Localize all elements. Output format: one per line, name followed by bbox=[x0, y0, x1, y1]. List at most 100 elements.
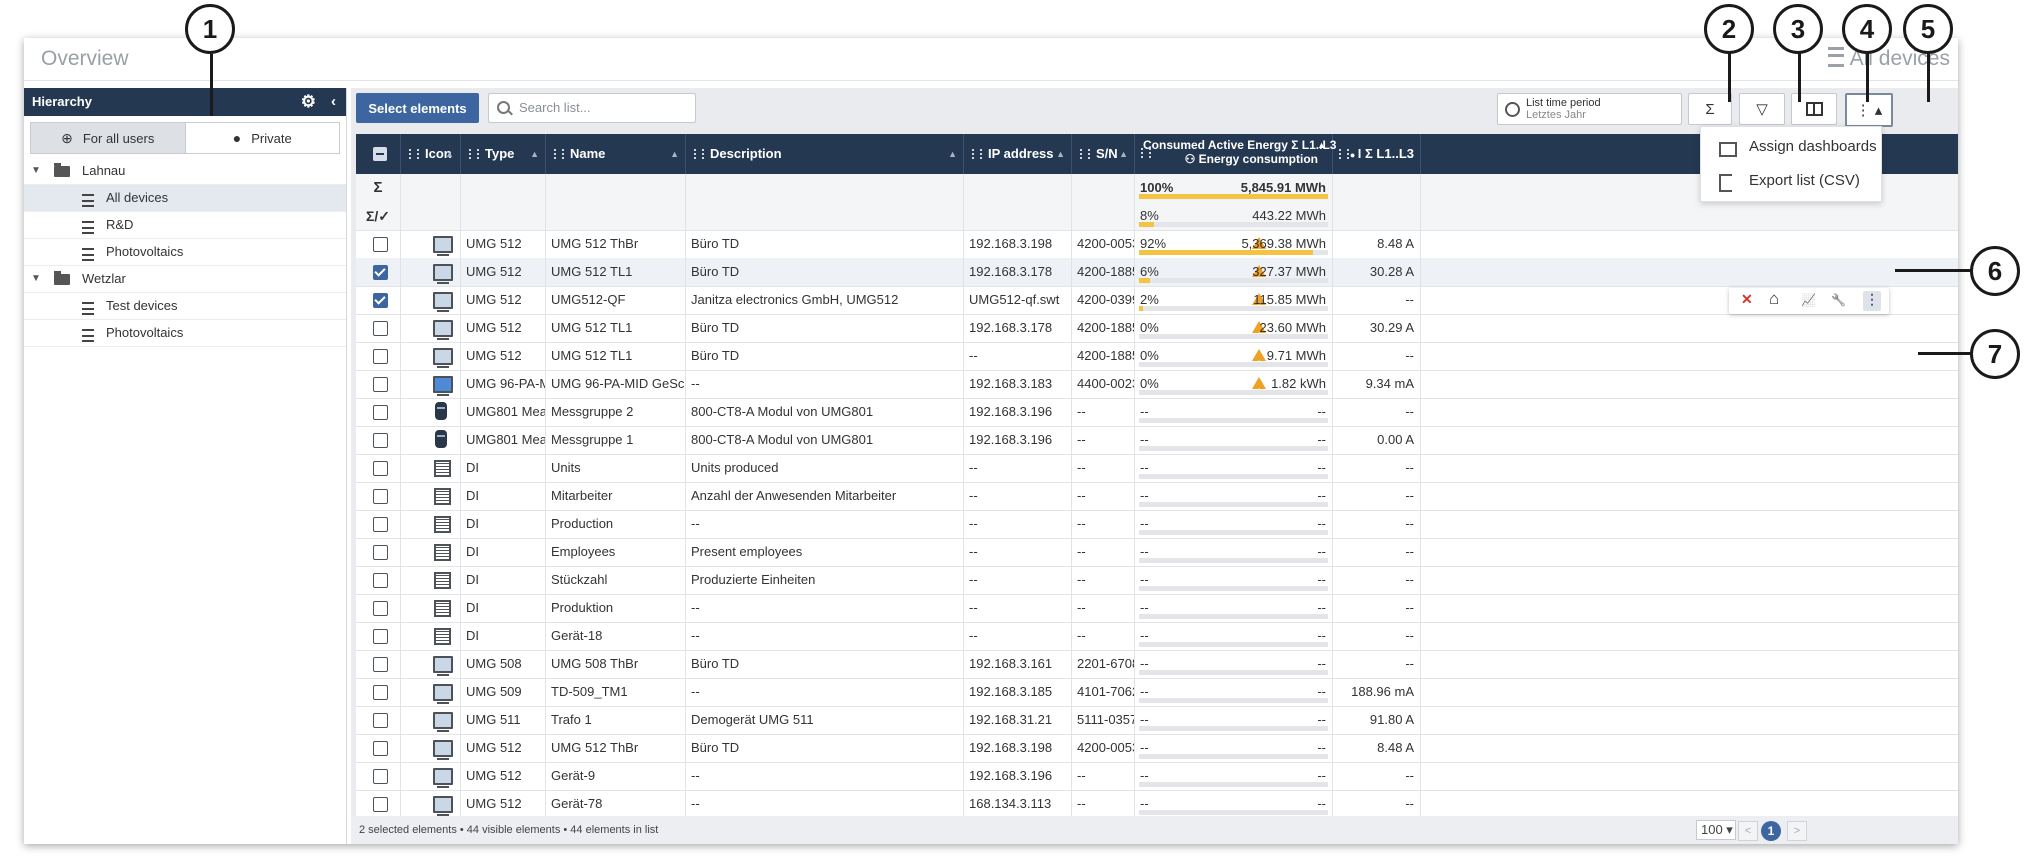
sum-button[interactable]: Σ bbox=[1688, 93, 1732, 125]
row-checkbox[interactable] bbox=[373, 601, 388, 616]
header-icon[interactable]: Icon ▲ bbox=[401, 134, 461, 174]
table-row[interactable]: UMG 508 UMG 508 ThBr Büro TD 192.168.3.161 2… bbox=[356, 650, 1958, 679]
row-checkbox[interactable] bbox=[373, 713, 388, 728]
scope-for-all-users[interactable]: ⊕ For all users bbox=[31, 123, 185, 153]
columns-button[interactable] bbox=[1791, 93, 1837, 125]
table-row[interactable]: UMG 512 UMG512-QF Janitza electronics GmbH… bbox=[356, 286, 1958, 315]
header-consumed-energy[interactable]: Consumed Active Energy Σ L1..L3 ⚇ Energy … bbox=[1135, 134, 1336, 174]
row-checkbox[interactable] bbox=[373, 797, 388, 812]
gear-icon[interactable]: ⚙ bbox=[300, 92, 316, 111]
table-row[interactable]: DI Employees Present employees -- -- -- -- -- bbox=[356, 538, 1958, 567]
current-page[interactable]: 1 bbox=[1761, 821, 1781, 841]
tree-list-item[interactable]: R&D bbox=[24, 212, 346, 239]
row-checkbox[interactable] bbox=[373, 461, 388, 476]
warning-icon[interactable] bbox=[1252, 377, 1266, 398]
search-input[interactable]: Search list... bbox=[488, 93, 696, 123]
table-row[interactable]: UMG 512 Gerät-9 -- 192.168.3.196 -- -- -- -- bbox=[356, 762, 1958, 791]
tree-folder[interactable]: ▼ Lahnau bbox=[24, 158, 346, 185]
expand-arrow-icon[interactable]: ▼ bbox=[31, 273, 41, 284]
row-checkbox[interactable] bbox=[373, 265, 388, 280]
warning-icon[interactable] bbox=[1252, 293, 1266, 314]
row-checkbox[interactable] bbox=[373, 349, 388, 364]
list-time-period-button[interactable]: List time period Letztes Jahr bbox=[1497, 93, 1682, 125]
header-sn[interactable]: S/N ▲ bbox=[1072, 134, 1135, 174]
sort-icon[interactable]: ▲ bbox=[530, 149, 539, 159]
sort-icon[interactable]: ▲ bbox=[670, 149, 679, 159]
table-row[interactable]: DI Units Units produced -- -- -- -- -- bbox=[356, 454, 1958, 483]
row-checkbox[interactable] bbox=[373, 573, 388, 588]
table-row[interactable]: UMG 96-PA-MIDUMG 96-PA-MID GeSc--192.168… bbox=[356, 370, 1958, 399]
header-desc[interactable]: Description ▲ bbox=[686, 134, 964, 174]
warning-icon[interactable] bbox=[1252, 349, 1266, 370]
table-row[interactable]: DI Produktion -- -- -- -- -- -- bbox=[356, 594, 1958, 623]
export-csv-item[interactable]: Export list (CSV) bbox=[1749, 172, 1860, 189]
scope-private[interactable]: ● Private bbox=[184, 123, 339, 153]
table-row[interactable]: UMG 512 UMG 512 TL1 Büro TD 192.168.3.178 42… bbox=[356, 258, 1958, 287]
row-checkbox[interactable] bbox=[373, 321, 388, 336]
prev-page-button[interactable]: < bbox=[1738, 821, 1758, 841]
row-checkbox[interactable] bbox=[373, 517, 388, 532]
warning-icon[interactable] bbox=[1252, 321, 1266, 342]
select-all-checkbox[interactable] bbox=[373, 147, 387, 161]
row-checkbox[interactable] bbox=[373, 405, 388, 420]
table-row[interactable]: UMG 512 UMG 512 ThBr Büro TD 192.168.3.198 4… bbox=[356, 734, 1958, 763]
table-row[interactable]: UMG 512 UMG 512 ThBr Büro TD 192.168.3.198 4… bbox=[356, 230, 1958, 259]
table-row[interactable]: DI Production -- -- -- -- -- -- bbox=[356, 510, 1958, 539]
chart-icon[interactable]: 📈 bbox=[1801, 293, 1816, 307]
page-size-select[interactable]: 100 ▾ bbox=[1696, 820, 1736, 840]
assign-dashboards-item[interactable]: Assign dashboards bbox=[1749, 138, 1877, 155]
table-row[interactable]: UMG 512 UMG 512 TL1 Büro TD 192.168.3.178 42… bbox=[356, 314, 1958, 343]
table-row[interactable]: UMG 512 Gerät-78 -- 168.134.3.113 -- -- -- -- bbox=[356, 790, 1958, 819]
sort-icon[interactable]: ▲ bbox=[1119, 149, 1128, 159]
row-checkbox[interactable] bbox=[373, 433, 388, 448]
more-menu-button[interactable]: ⋮ ▴ bbox=[1845, 93, 1893, 127]
row-checkbox[interactable] bbox=[373, 657, 388, 672]
row-checkbox[interactable] bbox=[373, 293, 388, 308]
hierarchy-sidebar: Hierarchy ⚙ ‹ ⊕ For all users ● Private ▼ L… bbox=[24, 88, 347, 844]
select-elements-button[interactable]: Select elements bbox=[356, 93, 479, 123]
row-checkbox[interactable] bbox=[373, 629, 388, 644]
row-checkbox[interactable] bbox=[373, 769, 388, 784]
header-ip[interactable]: IP address ▲ bbox=[964, 134, 1072, 174]
sort-icon[interactable]: ▲ bbox=[948, 149, 957, 159]
header-current[interactable]: ● I Σ L1..L3 bbox=[1333, 134, 1421, 174]
tree-list-item[interactable]: Photovoltaics bbox=[24, 239, 346, 266]
row-checkbox[interactable] bbox=[373, 685, 388, 700]
header-type[interactable]: Type ▲ bbox=[461, 134, 546, 174]
table-row[interactable]: DI Stückzahl Produzierte Einheiten -- -- -- --… bbox=[356, 566, 1958, 595]
row-more-icon[interactable]: ⋮ bbox=[1863, 291, 1881, 311]
selected-sum-label: Σ/✓ bbox=[356, 202, 401, 230]
wrench-icon[interactable]: 🔧 bbox=[1831, 293, 1846, 307]
sort-icon[interactable]: ▲ bbox=[445, 149, 454, 159]
home-icon[interactable]: ⌂ bbox=[1769, 289, 1780, 308]
table-row[interactable]: UMG 511 Trafo 1 Demogerät UMG 511 192.168.3… bbox=[356, 706, 1958, 735]
remove-icon[interactable]: ✕ bbox=[1741, 291, 1753, 307]
filter-button[interactable]: ▽ bbox=[1739, 93, 1785, 125]
row-checkbox[interactable] bbox=[373, 377, 388, 392]
expand-arrow-icon[interactable]: ▼ bbox=[31, 165, 41, 176]
row-checkbox[interactable] bbox=[373, 489, 388, 504]
tree-list-item[interactable]: Photovoltaics bbox=[24, 320, 346, 347]
tree-list-item[interactable]: Test devices bbox=[24, 293, 346, 320]
tree-folder[interactable]: ▼ Wetzlar bbox=[24, 266, 346, 293]
next-page-button[interactable]: > bbox=[1787, 821, 1807, 841]
header-select-all[interactable] bbox=[356, 134, 401, 174]
table-row[interactable]: DI Mitarbeiter Anzahl der Anwesenden Mitar… bbox=[356, 482, 1958, 511]
table-row[interactable]: UMG 509 TD-509_TM1 -- 192.168.3.185 4101-706… bbox=[356, 678, 1958, 707]
table-row[interactable]: DI Gerät-18 -- -- -- -- -- -- bbox=[356, 622, 1958, 651]
sort-icon[interactable]: ▲ bbox=[1056, 149, 1065, 159]
row-checkbox[interactable] bbox=[373, 741, 388, 756]
sort-asc-icon[interactable]: ▲ bbox=[1317, 140, 1326, 150]
callout-6: 6 bbox=[1970, 246, 2020, 296]
warning-icon[interactable] bbox=[1252, 237, 1266, 258]
header-name[interactable]: Name ▲ bbox=[546, 134, 686, 174]
tree-list-item[interactable]: All devices bbox=[24, 185, 346, 212]
collapse-chevron-icon[interactable]: ‹ bbox=[331, 93, 336, 110]
row-checkbox[interactable] bbox=[373, 237, 388, 252]
scope-toggle: ⊕ For all users ● Private bbox=[30, 122, 340, 154]
row-checkbox[interactable] bbox=[373, 545, 388, 560]
warning-icon[interactable] bbox=[1252, 265, 1266, 286]
